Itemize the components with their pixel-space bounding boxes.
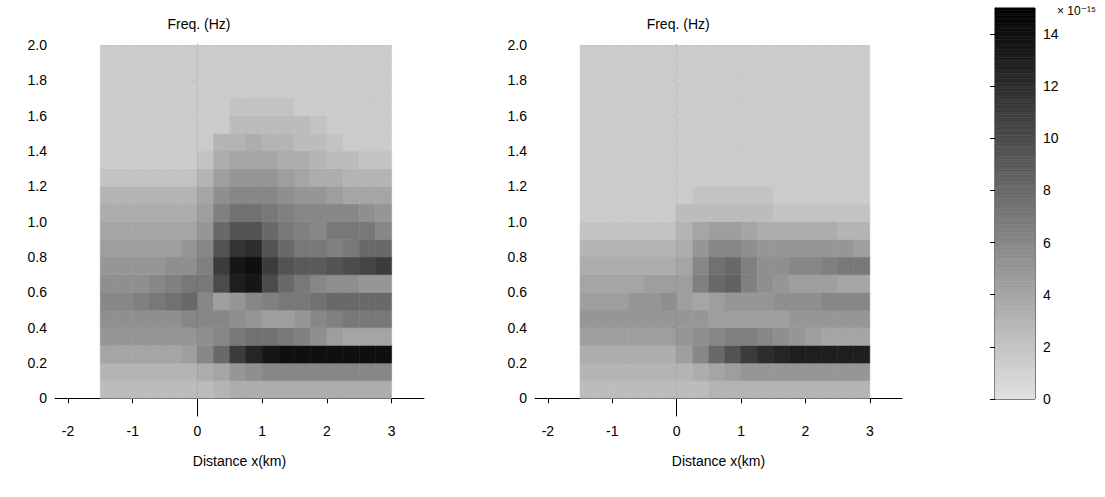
svg-text:1.2: 1.2	[508, 178, 528, 194]
svg-text:0: 0	[39, 390, 47, 406]
svg-text:2: 2	[1043, 339, 1051, 355]
svg-text:0.2: 0.2	[28, 355, 48, 371]
svg-text:1: 1	[258, 423, 266, 439]
svg-text:2: 2	[802, 423, 810, 439]
svg-text:-1: -1	[606, 423, 619, 439]
svg-text:0.4: 0.4	[508, 320, 528, 336]
svg-text:1.2: 1.2	[28, 178, 48, 194]
svg-text:0.6: 0.6	[508, 284, 528, 300]
svg-text:-1: -1	[126, 423, 139, 439]
svg-text:1.4: 1.4	[508, 143, 528, 159]
svg-text:1: 1	[737, 423, 745, 439]
svg-text:0: 0	[194, 423, 202, 439]
svg-text:3: 3	[866, 423, 874, 439]
svg-text:1.6: 1.6	[28, 108, 48, 124]
svg-text:14: 14	[1043, 26, 1059, 42]
svg-text:2.0: 2.0	[28, 37, 48, 53]
svg-text:0: 0	[519, 390, 527, 406]
svg-text:2: 2	[323, 423, 331, 439]
svg-text:Freq. (Hz): Freq. (Hz)	[647, 16, 710, 32]
svg-text:Distance x(km): Distance x(km)	[193, 453, 286, 469]
svg-text:3: 3	[388, 423, 396, 439]
svg-text:1.6: 1.6	[508, 108, 528, 124]
svg-text:0.6: 0.6	[28, 284, 48, 300]
svg-text:1.0: 1.0	[508, 214, 528, 230]
svg-text:× 10⁻¹⁵: × 10⁻¹⁵	[1057, 4, 1096, 18]
svg-text:10: 10	[1043, 130, 1059, 146]
svg-text:2.0: 2.0	[508, 37, 528, 53]
svg-text:-2: -2	[542, 423, 555, 439]
svg-text:0: 0	[673, 423, 681, 439]
svg-text:1.8: 1.8	[28, 72, 48, 88]
svg-text:-2: -2	[62, 423, 75, 439]
svg-text:8: 8	[1043, 182, 1051, 198]
svg-text:Freq. (Hz): Freq. (Hz)	[167, 16, 230, 32]
svg-text:4: 4	[1043, 287, 1051, 303]
svg-text:1.0: 1.0	[28, 214, 48, 230]
svg-text:0.8: 0.8	[28, 249, 48, 265]
svg-text:1.4: 1.4	[28, 143, 48, 159]
svg-text:0.2: 0.2	[508, 355, 528, 371]
svg-text:Distance x(km): Distance x(km)	[672, 453, 765, 469]
svg-text:12: 12	[1043, 78, 1059, 94]
svg-text:6: 6	[1043, 235, 1051, 251]
svg-text:0.8: 0.8	[508, 249, 528, 265]
svg-text:0.4: 0.4	[28, 320, 48, 336]
svg-text:1.8: 1.8	[508, 72, 528, 88]
svg-text:0: 0	[1043, 391, 1051, 407]
